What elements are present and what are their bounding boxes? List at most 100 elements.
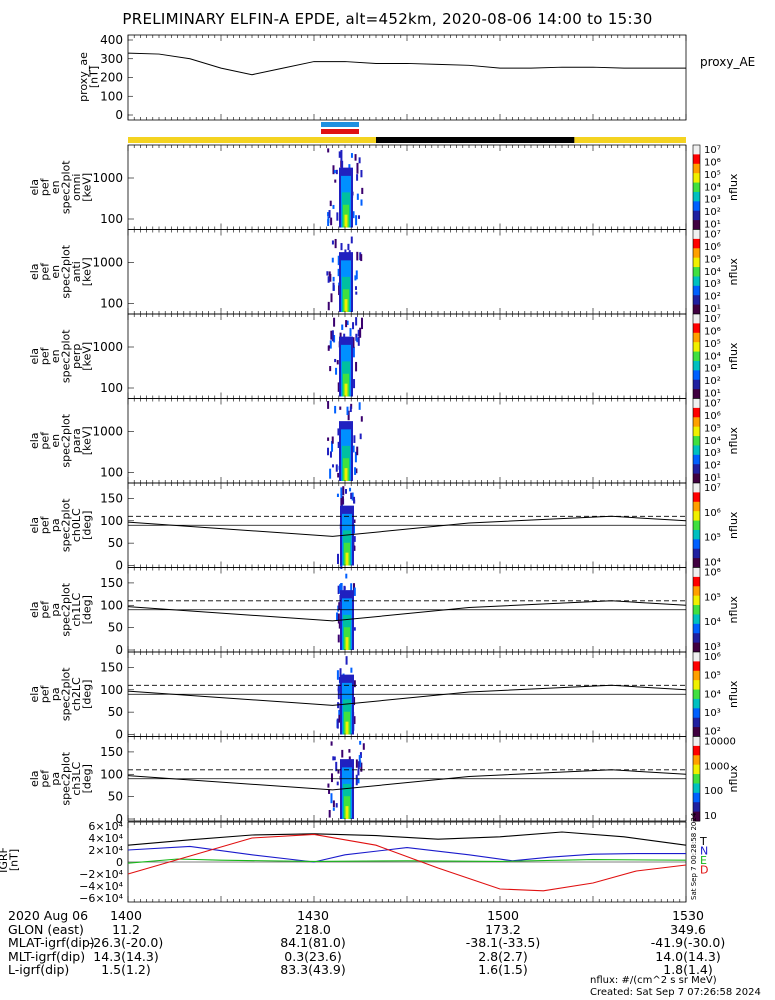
spectrogram-pixel [357,761,360,770]
spectrogram-pixel [350,236,353,244]
panel-y-label: ch3LC [70,762,83,796]
panel-y-label: pa [49,687,62,701]
igrf-y-tick: −6×10⁴ [79,892,123,905]
sunlit-bar [574,137,686,143]
ae-y-tick: 400 [100,33,123,47]
colorbar-segment [693,267,700,277]
panel-y-label: [deg] [80,511,93,540]
spectrogram-pixel [359,433,362,440]
colorbar-segment [693,238,700,249]
spectrogram-pixel [329,468,332,479]
pitch-y-tick: 150 [100,660,123,674]
footer-cell: 349.6 [670,921,706,937]
spectrogram-pixel [333,169,336,174]
spectrogram-pixel [327,400,330,409]
spectrogram-pixel [336,360,339,365]
colorbar-segment [693,276,700,287]
spectrogram-pixel [353,524,356,534]
colorbar-segment [693,539,700,550]
ae-y-tick: 0 [115,108,123,122]
spectrogram-pixel [353,627,356,631]
colorbar-label: nflux [727,173,740,201]
spectrogram-pixel [355,468,358,474]
panel-para [127,398,687,484]
panel-y-label: en [49,180,62,194]
spectrogram-pixel [334,405,337,414]
panel-y-label: spec2plot [59,413,72,467]
spectrogram-pixel [333,335,336,343]
spectrogram-pixel [327,783,330,788]
spectrogram-pixel [327,345,330,349]
spectrogram-pixel [350,492,353,500]
colorbar-segment [693,792,700,803]
ae-y-label: [nT] [87,66,100,88]
colorbar-label: nflux [727,258,740,286]
colorbar-tick-label: 10⁵ [704,170,721,181]
spectrogram-pixel [358,157,361,164]
igrf-y-tick: −2×10⁴ [79,868,123,881]
footer-cell: 0.3(23.6) [284,948,342,964]
panel-y-label: perp [70,344,83,369]
panel-ch0LC [127,482,687,569]
panel-y-label: pef [38,431,51,450]
colorbar-tick-label: 10 [704,811,717,822]
colorbar-label: nflux [727,765,740,793]
colorbar-tick-label: 10⁶ [704,326,721,337]
colorbar-segment [693,520,700,531]
spectrogram-pixel [335,367,338,375]
spectrogram-pixel [337,770,340,774]
colorbar-tick-label: 10⁶ [704,242,721,253]
colorbar-para [692,398,701,484]
spectrogram-pixel [346,320,349,325]
spectrogram-pixel [352,211,355,219]
colorbar-tick-label: 10⁷ [704,230,721,241]
spectrogram-pixel [340,487,343,496]
spectrogram-pixel [353,697,356,706]
pitch-y-tick: 150 [100,491,123,505]
pitch-y-tick: 0 [115,812,123,826]
energy-y-tick: 100 [100,466,123,480]
loss-cone-solid-line [127,600,687,622]
colorbar-tick-label: 10³ [704,448,721,459]
spectrogram-core [345,806,349,819]
colorbar-segment [693,689,700,700]
colorbar-tick-label: 10⁷ [704,314,721,325]
igrf-y-tick: 0 [116,856,123,869]
colorbar-segment [693,323,700,334]
spectrogram-pixel [352,346,355,358]
colorbar-tick-label: 10¹ [704,473,721,484]
spectrogram-pixel [329,451,332,458]
colorbar-tick-label: 10⁶ [704,157,721,168]
spectrogram-pixel [353,680,356,688]
spectrogram-pixel [337,688,340,692]
spectrogram-pixel [327,447,330,456]
colorbar-tick-label: 10¹ [704,304,721,315]
colorbar-tick-label: 10³ [704,642,721,653]
footer-row-label: 2020 Aug 06 [8,908,89,923]
panel-y-label: pef [38,600,51,619]
spectrogram-pixel [357,778,360,784]
spectrogram-pixel [341,496,344,505]
colorbar-tick-label: 10⁵ [704,339,721,350]
colorbar-segment [693,201,700,212]
panel-y-label: pef [38,515,51,534]
spectrogram-pixel [332,276,335,282]
spectrogram-pixel [360,254,363,262]
spectrogram-pixel [360,317,363,327]
panel-y-label: pef [38,769,51,788]
spectrogram-pixel [356,162,359,174]
igrf-series-T [127,831,687,846]
colorbar-tick-label: 10⁶ [704,568,721,579]
spectrogram-pixel [349,406,352,413]
sunlit-bar [128,137,376,143]
spectrogram-pixel [336,670,339,680]
spectrogram-pixel [327,276,330,283]
spectrogram-pixel [355,270,358,280]
energy-y-tick: 1000 [92,256,123,270]
spectrogram-pixel [356,337,359,343]
panel-y-label: pa [49,518,62,532]
colorbar-segment [693,229,700,240]
footer-cell: 1530 [672,908,704,923]
colorbar-segment [693,595,700,606]
